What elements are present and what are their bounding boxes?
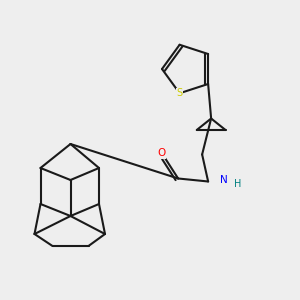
Text: S: S (177, 88, 183, 98)
Text: H: H (234, 179, 241, 190)
Text: N: N (220, 175, 228, 185)
Text: O: O (158, 148, 166, 158)
